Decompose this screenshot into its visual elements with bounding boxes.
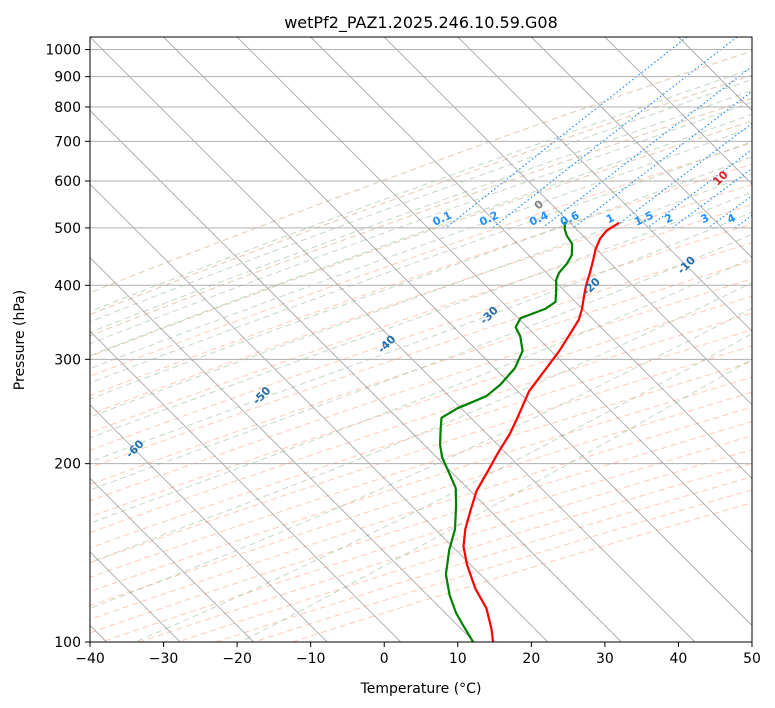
y-tick-label: 600	[54, 174, 81, 190]
x-tick-label: 20	[522, 651, 540, 667]
mixing-ratio-label: 6	[764, 211, 775, 226]
y-tick-label: 100	[54, 635, 81, 651]
isotherm-line	[90, 183, 549, 642]
dry-adiabat-line	[90, 163, 752, 397]
plot-area: -100-90-80-70-60-50-40-30-20-100.10.20.4…	[7, 37, 775, 642]
x-tick-label: 10	[449, 651, 467, 667]
isotherm-line	[90, 257, 475, 642]
moist-adiabat-line	[90, 113, 752, 357]
dry-adiabats	[90, 50, 752, 642]
y-tick-label: 300	[54, 352, 81, 368]
x-tick-label: 40	[670, 651, 688, 667]
dry-adiabat-line	[253, 489, 752, 642]
isotherm-line	[751, 37, 752, 38]
isotherm-line	[90, 477, 254, 642]
x-tick-label: −30	[149, 651, 179, 667]
x-tick-label: −10	[296, 651, 326, 667]
chart-title: wetPf2_PAZ1.2025.246.10.59.G08	[284, 13, 558, 33]
x-tick-label: 0	[380, 651, 389, 667]
isotherm-line	[383, 37, 752, 406]
isotherm-lines	[90, 37, 752, 642]
isotherm-line	[531, 37, 752, 259]
moist-adiabat-line	[90, 156, 752, 400]
dry-adiabat-line	[90, 120, 752, 357]
moist-adiabat-line	[90, 68, 752, 313]
dry-adiabat-line	[90, 242, 752, 469]
isotherm-line	[310, 37, 752, 479]
dry-adiabat-line	[215, 476, 752, 642]
dry-adiabat-line	[90, 142, 752, 377]
moist-adiabat-line	[135, 333, 752, 642]
y-tick-label: 400	[54, 278, 81, 294]
x-axis-ticks: −40 −30 −20 −10 0 10 20 30 40 50	[75, 642, 761, 667]
dry-adiabat-line	[90, 184, 752, 415]
x-tick-label: −40	[75, 651, 105, 667]
pressure-gridlines	[90, 49, 752, 642]
x-axis-label: Temperature (°C)	[360, 681, 482, 697]
dry-adiabat-line	[90, 223, 752, 451]
isotherm-line	[163, 37, 752, 627]
dry-adiabat-line	[90, 391, 752, 607]
isotherm-line	[236, 37, 752, 553]
dewpoint-profile-line	[439, 221, 574, 642]
y-axis-label: Pressure (hPa)	[12, 290, 28, 390]
y-tick-label: 500	[54, 221, 81, 237]
dry-adiabat-line	[291, 502, 752, 642]
isotherm-label: -70	[7, 480, 30, 503]
moist-adiabat-line	[240, 358, 752, 642]
moist-adiabat-line	[90, 211, 752, 463]
dry-adiabat-line	[90, 329, 752, 549]
isotherm-line	[457, 37, 752, 332]
dry-adiabat-line	[90, 361, 752, 578]
sounding-profiles	[439, 221, 620, 642]
dry-adiabat-line	[90, 376, 752, 593]
y-tick-label: 1000	[45, 43, 81, 59]
moist-adiabat-line	[90, 257, 752, 524]
isotherm-line	[90, 404, 328, 642]
moist-adiabat-line	[90, 78, 752, 323]
isotherm-line	[90, 109, 622, 642]
x-tick-label: 30	[596, 651, 614, 667]
temperature-profile-line	[462, 221, 620, 642]
dry-adiabat-line	[177, 462, 752, 642]
dry-adiabat-line	[90, 345, 752, 564]
y-tick-label: 800	[54, 100, 81, 116]
isotherm-line	[604, 37, 752, 185]
moist-adiabat-line	[90, 173, 752, 418]
y-tick-label: 200	[54, 457, 81, 473]
y-axis-ticks: 100 200 300 400 500 600 700 800 900 1000	[45, 43, 90, 651]
moist-adiabat-line	[90, 282, 752, 563]
y-tick-label: 700	[54, 134, 81, 150]
dry-adiabat-line	[90, 203, 752, 434]
plot-background	[90, 37, 752, 642]
moist-adiabat-line	[90, 233, 752, 491]
plot-frame	[89, 36, 753, 643]
x-tick-label: −20	[222, 651, 252, 667]
y-tick-label: 900	[54, 70, 81, 86]
x-tick-label: 50	[743, 651, 761, 667]
isotherm-line	[90, 330, 402, 642]
dry-adiabat-line	[90, 97, 752, 337]
isotherm-line	[90, 37, 696, 642]
moist-adiabat-line	[90, 126, 752, 370]
